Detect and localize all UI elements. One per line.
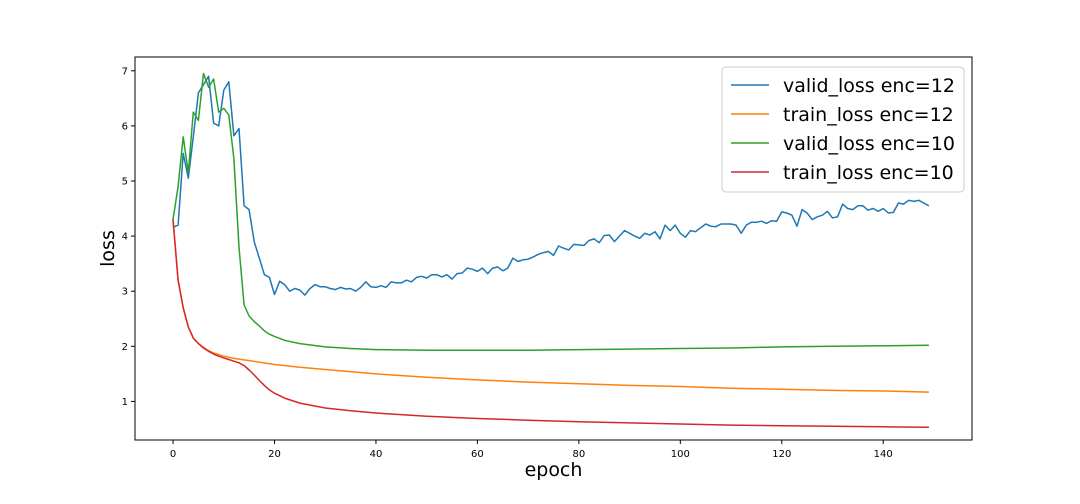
x-tick-label: 20: [268, 449, 281, 460]
series-line-train-loss-enc-10: [172, 219, 929, 429]
series-lines: [172, 72, 930, 429]
x-tick-label: 100: [671, 449, 690, 460]
y-tick-label: 2: [122, 342, 128, 353]
legend-label: valid_loss enc=10: [783, 133, 955, 155]
y-axis-label: loss: [97, 230, 119, 267]
x-tick-label: 40: [370, 449, 383, 460]
y-tick-label: 3: [122, 287, 128, 298]
x-axis-ticks: 0 20 40 60 80 100 120 140: [170, 440, 893, 460]
x-tick-label: 60: [471, 449, 484, 460]
x-tick-label: 80: [572, 449, 585, 460]
axes-frame: [134, 56, 973, 441]
y-tick-label: 4: [122, 232, 128, 243]
legend: valid_loss enc=12 train_loss enc=12 valid_…: [721, 66, 965, 193]
y-tick-label: 6: [122, 121, 128, 132]
y-axis-ticks: 1 2 3 4 5 6 7: [122, 66, 135, 408]
y-tick-label: 7: [122, 66, 128, 77]
legend-box: [721, 66, 965, 193]
legend-label: train_loss enc=12: [783, 104, 954, 126]
x-tick-label: 120: [772, 449, 791, 460]
legend-label: train_loss enc=10: [783, 162, 954, 184]
x-axis-label: epoch: [525, 459, 583, 481]
y-tick-label: 5: [122, 176, 128, 187]
x-tick-label: 0: [170, 449, 176, 460]
x-tick-label: 140: [874, 449, 893, 460]
series-line-valid-loss-enc-10: [172, 72, 929, 351]
legend-label: valid_loss enc=12: [783, 75, 955, 97]
series-line-train-loss-enc-12: [172, 219, 929, 393]
series-line-valid-loss-enc-12: [172, 75, 930, 296]
y-tick-label: 1: [122, 397, 128, 408]
